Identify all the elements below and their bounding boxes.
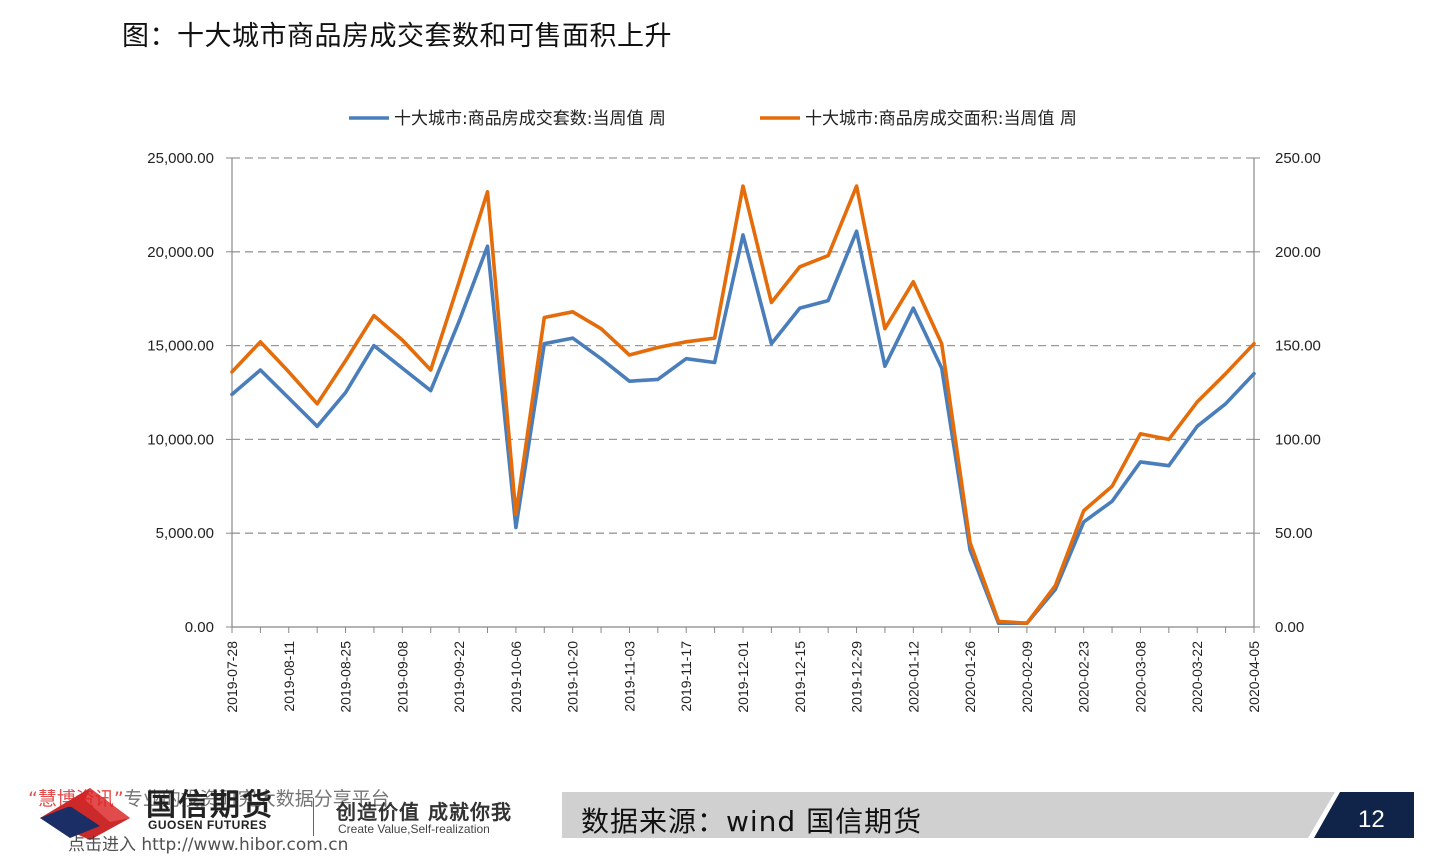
x-tick-label: 2020-02-09 [1019, 641, 1035, 713]
x-tick-label: 2020-04-05 [1246, 641, 1262, 713]
series-line-2 [230, 184, 1256, 626]
line-chart: 0.00 5,000.00 10,000.00 15,000.00 20,000.00 2… [147, 109, 1321, 713]
y-right-tick-label: 100.00 [1275, 431, 1321, 448]
source-bar-bg [562, 792, 1335, 838]
brand-name-cn: 国信期货 [146, 788, 274, 823]
watermark-quote: “慧博资讯” [28, 788, 124, 810]
y-left-tick-label: 25,000.00 [147, 150, 214, 167]
x-tick-label: 2019-11-17 [678, 641, 694, 712]
chart-axes: 0.00 5,000.00 10,000.00 15,000.00 20,000.00 2… [147, 150, 1321, 713]
x-tick-label: 2019-12-01 [735, 641, 751, 713]
y-left-tick-label: 15,000.00 [147, 338, 214, 355]
brand-name-en: GUOSEN FUTURES [148, 818, 268, 832]
watermark-link[interactable]: 点击进入 http://www.hibor.com.cn [68, 835, 349, 855]
x-tick-label: 2020-01-26 [962, 641, 978, 713]
guosen-logo-icon [40, 788, 130, 840]
x-tick-label: 2019-10-20 [565, 641, 581, 713]
series-line-1 [230, 229, 1256, 626]
x-tick-label: 2020-03-22 [1189, 641, 1205, 713]
watermark-text: “慧博资讯”专业的投资研究大数据分享平台 [28, 784, 390, 811]
x-tick-label: 2020-01-12 [905, 641, 921, 713]
x-tick-label: 2019-09-22 [451, 641, 467, 713]
source-bar [562, 792, 1414, 838]
x-tick-label: 2020-02-23 [1076, 641, 1092, 713]
x-tick-label: 2019-08-25 [338, 641, 354, 713]
x-tick-label: 2019-08-11 [281, 641, 297, 712]
x-tick-label: 2019-10-06 [508, 641, 524, 713]
slogan-cn: 创造价值 成就你我 [336, 800, 512, 824]
legend-label-1: 十大城市:商品房成交套数:当周值 周 [394, 109, 666, 129]
y-left-tick-label: 20,000.00 [147, 244, 214, 261]
y-left-tick-label: 10,000.00 [147, 431, 214, 448]
y-right-tick-label: 150.00 [1275, 338, 1321, 355]
x-tick-label: 2019-09-08 [394, 641, 410, 713]
slogan-en: Create Value,Self-realization [338, 822, 490, 836]
y-right-tick-label: 200.00 [1275, 244, 1321, 261]
x-tick-label: 2019-07-28 [224, 641, 240, 713]
page-title: 图：十大城市商品房成交套数和可售面积上升 [122, 21, 672, 52]
footer-divider [313, 798, 314, 836]
footer: “慧博资讯”专业的投资研究大数据分享平台 国信期货 GUOSEN FUTURES… [0, 770, 1440, 857]
x-tick-label: 2019-11-03 [621, 641, 637, 712]
watermark-rest: 专业的投资研究大数据分享平台 [123, 788, 390, 810]
y-right-tick-label: 0.00 [1275, 619, 1304, 636]
y-right-tick-label: 250.00 [1275, 150, 1321, 167]
data-source: 数据来源：wind 国信期货 [581, 805, 923, 838]
x-tick-label: 2020-03-08 [1132, 641, 1148, 713]
y-right-tick-label: 50.00 [1275, 525, 1313, 542]
y-left-tick-label: 0.00 [185, 619, 214, 636]
chart-series [230, 184, 1256, 626]
chart-grid [232, 157, 1254, 534]
y-left-tick-label: 5,000.00 [156, 525, 214, 542]
x-tick-label: 2019-12-15 [792, 641, 808, 713]
chart-legend: 十大城市:商品房成交套数:当周值 周 十大城市:商品房成交面积:当周值 周 [349, 109, 1077, 129]
page-number: 12 [1358, 806, 1385, 833]
x-tick-label: 2019-12-29 [849, 641, 865, 713]
legend-label-2: 十大城市:商品房成交面积:当周值 周 [805, 109, 1077, 129]
page-number-box [1314, 792, 1414, 838]
